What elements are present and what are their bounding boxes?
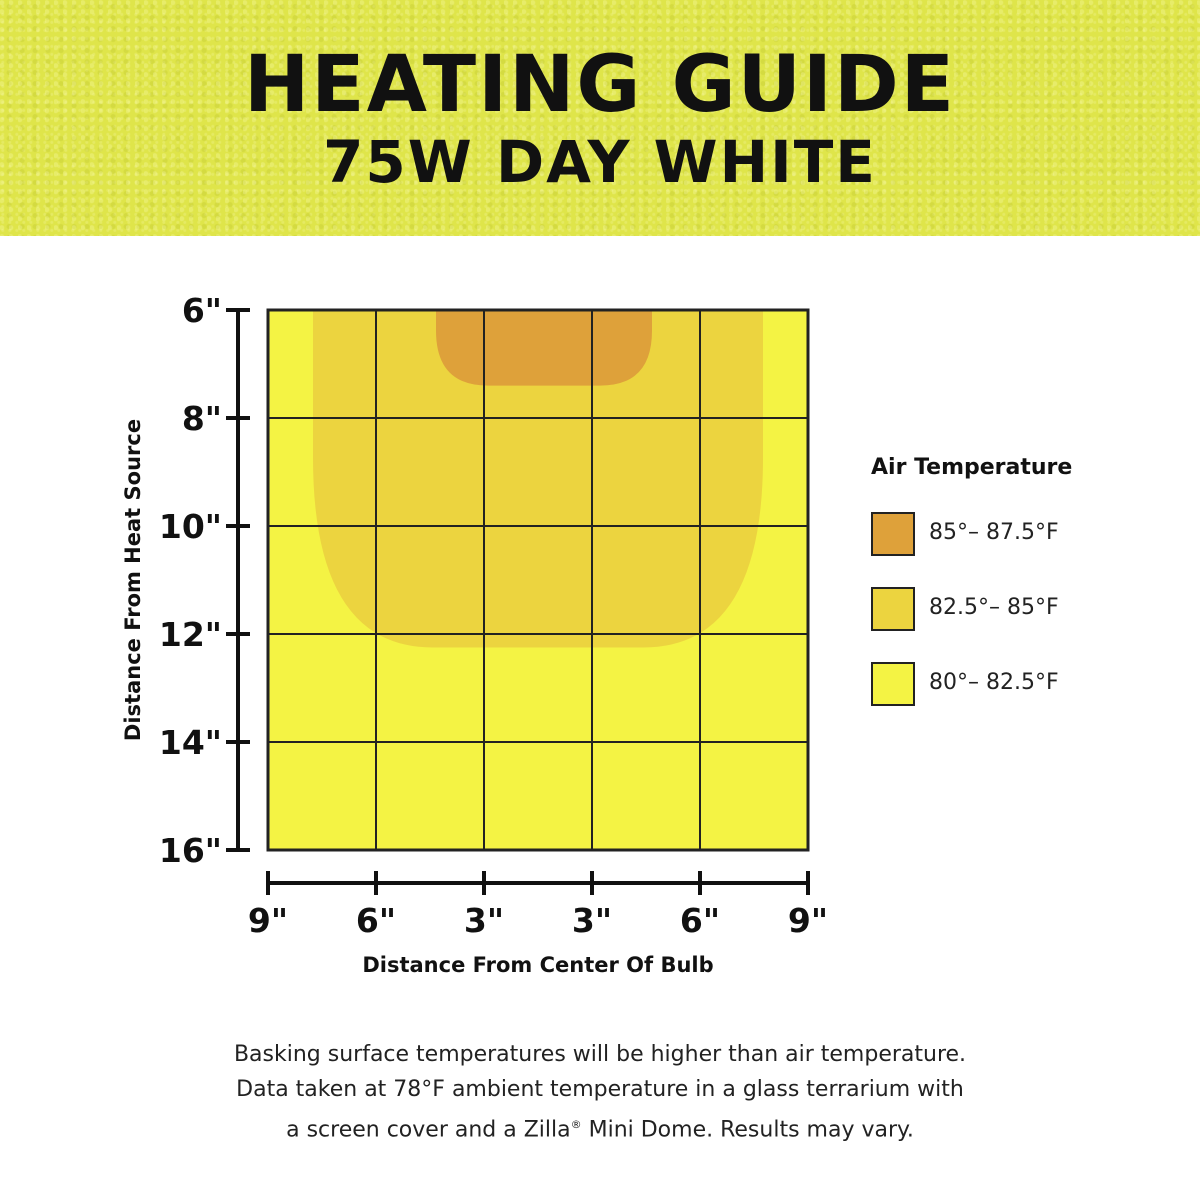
plot-border xyxy=(266,308,810,852)
legend-item-mild: 80°– 82.5°F xyxy=(871,662,1171,706)
footnote-line-2: Data taken at 78°F ambient temperature i… xyxy=(236,1077,964,1102)
legend-label-mild: 80°– 82.5°F xyxy=(929,670,1059,695)
x-tick-label: 3" xyxy=(464,901,504,940)
legend-label-hot: 85°– 87.5°F xyxy=(929,520,1059,545)
x-tick-label: 3" xyxy=(572,901,612,940)
footnote: Basking surface temperatures will be hig… xyxy=(100,1037,1100,1147)
legend-swatch-hot xyxy=(871,512,915,556)
legend-swatch-warm xyxy=(871,587,915,631)
footnote-line-3-end: Mini Dome. Results may vary. xyxy=(581,1117,914,1143)
page-title: HEATING GUIDE xyxy=(244,40,956,130)
zone-hot xyxy=(436,310,652,386)
y-tick-label: 10" xyxy=(159,507,222,546)
y-tick-label: 6" xyxy=(182,291,222,330)
footnote-line-3: a screen cover and a Zilla® Mini Dome. R… xyxy=(100,1107,1100,1147)
footnote-line-3-start: a screen cover and a Zilla xyxy=(286,1117,571,1143)
page-subtitle: 75W DAY WHITE xyxy=(323,128,877,196)
y-tick-label: 12" xyxy=(159,615,222,654)
y-tick-label: 8" xyxy=(182,399,222,438)
x-tick-label: 6" xyxy=(356,901,396,940)
x-tick-label: 6" xyxy=(680,901,720,940)
x-axis-title: Distance From Center Of Bulb xyxy=(362,953,714,977)
y-tick-label: 16" xyxy=(159,831,222,870)
y-axis-title: Distance From Heat Source xyxy=(121,418,145,742)
y-tick-label: 14" xyxy=(159,723,222,762)
x-tick-label: 9" xyxy=(248,901,288,940)
legend-item-hot: 85°– 87.5°F xyxy=(871,512,1171,556)
x-tick-label: 9" xyxy=(788,901,828,940)
zone-warm xyxy=(313,310,763,648)
registered-mark: ® xyxy=(570,1118,582,1131)
footnote-line-1: Basking surface temperatures will be hig… xyxy=(233,1042,967,1067)
header-banner: HEATING GUIDE 75W DAY WHITE xyxy=(0,0,1200,236)
legend-title: Air Temperature xyxy=(871,455,1073,480)
legend-item-warm: 82.5°– 85°F xyxy=(871,587,1171,631)
legend-swatch-mild xyxy=(871,662,915,706)
legend-label-warm: 82.5°– 85°F xyxy=(929,595,1059,620)
